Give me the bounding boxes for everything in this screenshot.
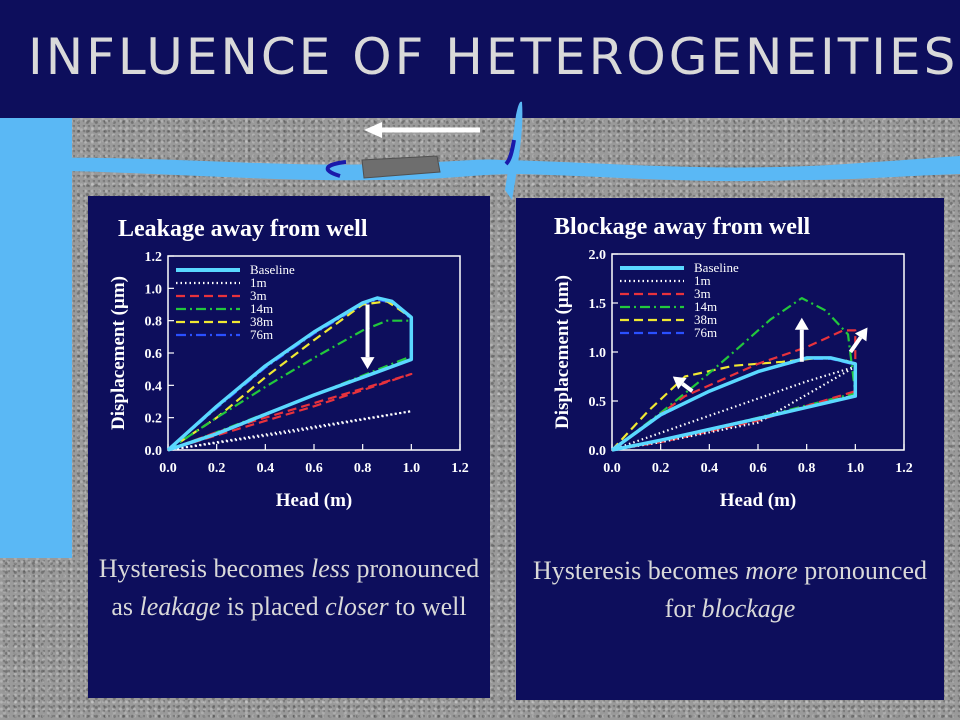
leakage-series-line: [167, 372, 413, 452]
blockage-legend-label: 14m: [694, 299, 717, 314]
caption-leakage: Hysteresis becomes less pronounced as le…: [98, 550, 480, 626]
blockage-y-tick-label: 1.5: [589, 297, 607, 312]
blockage-annotation-arrow-head: [854, 327, 868, 342]
blockage-x-tick-label: 0.2: [652, 461, 670, 476]
leakage-legend-label: 1m: [250, 275, 267, 290]
blockage-annotation-arrow-shaft: [848, 336, 863, 354]
blockage-x-tick-label: 1.0: [847, 461, 865, 476]
blockage-annotation-arrow-head: [672, 376, 687, 390]
leakage-panel: Leakage away from well 0.0 0.2 0.4 0.6 0.8 1.…: [88, 196, 490, 698]
blockage-caption-part: Hysteresis becomes: [532, 556, 746, 585]
leakage-y-tick-label: 0.4: [145, 379, 163, 394]
blockage-annotation-arrow-head: [794, 317, 809, 330]
left-arrow-icon: [364, 122, 480, 138]
blockage-x-tick-label: 0.8: [798, 461, 816, 476]
leakage-annotation-arrow-head: [360, 357, 375, 370]
blockage-x-tick-label: 0.0: [603, 461, 621, 476]
blockage-x-axis-label: Head (m): [720, 490, 797, 511]
leakage-y-tick-label: 0.2: [145, 412, 163, 427]
leakage-legend-label: 3m: [250, 288, 267, 303]
leakage-caption-part: leakage: [139, 592, 221, 621]
leakage-x-tick-label: 1.2: [451, 461, 469, 476]
leakage-caption-part: less: [311, 554, 351, 583]
leakage-series-line: [167, 410, 413, 452]
blockage-y-tick-label: 1.0: [589, 346, 607, 361]
leakage-x-tick-label: 0.2: [208, 461, 226, 476]
leakage-caption-part: is placed: [220, 592, 326, 621]
title-bar: INFLUENCE OF HETEROGENEITIES: [0, 0, 960, 118]
blockage-annotation-arrow-shaft: [681, 382, 694, 393]
blockage-y-tick-label: 0.0: [589, 444, 607, 459]
blockage-series-line: [610, 356, 858, 452]
leakage-x-tick-label: 0.0: [159, 461, 177, 476]
plug-icon: [361, 155, 441, 179]
blockage-panel: Blockage away from well 0.0 0.2 0.4 0.6 0.8 1…: [516, 198, 944, 700]
chart-title-leakage: Leakage away from well: [118, 216, 368, 242]
blockage-series-line: [611, 329, 857, 452]
slide-title: INFLUENCE OF HETEROGENEITIES: [28, 28, 959, 86]
pipe-illustration: [0, 101, 960, 200]
leakage-plot-frame: [167, 255, 461, 451]
caption-blockage: Hysteresis becomes more pronounced for b…: [526, 552, 934, 628]
leakage-x-tick-label: 0.8: [354, 461, 372, 476]
leakage-y-tick-label: 0.8: [145, 315, 163, 330]
leakage-caption-part: pronounced as: [111, 554, 480, 621]
blockage-x-tick-label: 0.4: [701, 461, 719, 476]
leakage-y-tick-label: 1.2: [145, 250, 163, 265]
blockage-chart: 0.0 0.2 0.4 0.6 0.8 1.0 1.2 0.0 0.5 1.0 1.5 2.0 Head…: [552, 248, 913, 511]
leakage-y-tick-label: 0.0: [145, 444, 163, 459]
leakage-series-line: [166, 296, 414, 452]
blockage-legend-label: 76m: [694, 325, 717, 340]
leakage-caption-part: closer: [325, 592, 389, 621]
blockage-legend-label: 1m: [694, 273, 711, 288]
blockage-y-tick-label: 2.0: [589, 248, 607, 263]
blockage-series-line: [611, 365, 857, 452]
blockage-legend-label: 38m: [694, 312, 717, 327]
leakage-series-line: [167, 300, 413, 452]
leakage-x-axis-label: Head (m): [276, 490, 353, 511]
leakage-x-tick-label: 0.4: [257, 461, 275, 476]
leakage-chart: 0.0 0.2 0.4 0.6 0.8 1.0 1.2 0.0 0.2 0.4 0.6 0.8 1.0 1…: [108, 250, 469, 511]
blockage-y-tick-label: 0.5: [589, 395, 607, 410]
leakage-legend-label: 14m: [250, 301, 273, 316]
chart-title-blockage: Blockage away from well: [554, 214, 811, 240]
curved-arrow-icon: [325, 139, 516, 178]
blockage-y-axis-label: Displacement (µm): [552, 275, 573, 429]
leakage-caption-part: to well: [388, 592, 467, 621]
leakage-x-tick-label: 1.0: [403, 461, 421, 476]
accent-stripe: [0, 118, 72, 558]
leakage-y-tick-label: 1.0: [145, 282, 163, 297]
blockage-x-tick-label: 0.6: [749, 461, 767, 476]
blockage-legend-label: 3m: [694, 286, 711, 301]
blockage-caption-part: blockage: [701, 594, 796, 623]
leakage-y-tick-label: 0.6: [145, 347, 163, 362]
leakage-legend-label: 38m: [250, 314, 273, 329]
leakage-legend-label: 76m: [250, 327, 273, 342]
blockage-legend-label: Baseline: [694, 260, 739, 275]
blockage-caption-part: pronounced for: [664, 556, 927, 623]
blockage-caption-part: more: [745, 556, 798, 585]
leakage-y-axis-label: Displacement (µm): [108, 276, 129, 430]
leakage-legend-label: Baseline: [250, 262, 295, 277]
leakage-caption-part: Hysteresis becomes: [98, 554, 312, 583]
blockage-x-tick-label: 1.2: [895, 461, 913, 476]
leakage-x-tick-label: 0.6: [305, 461, 323, 476]
